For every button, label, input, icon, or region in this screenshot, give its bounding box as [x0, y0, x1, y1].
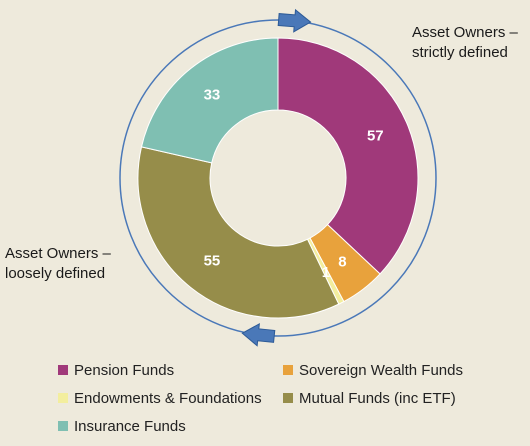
legend-swatch-sovereign-wealth-funds — [283, 365, 293, 375]
data-label-endowments-foundations: 1 — [322, 264, 330, 281]
annotation-loosely-line-2: loosely defined — [5, 265, 106, 282]
legend-label-endowments-foundations: Endowments & Foundations — [74, 389, 262, 407]
slice-insurance-funds — [140, 37, 279, 164]
legend-item-endowments-foundations: Endowments & Foundations — [58, 386, 262, 410]
outer-ring — [119, 19, 437, 337]
data-label-pension-funds: 57 — [367, 127, 384, 144]
annotation-loosely-defined: Asset Owners – loosely defined — [5, 244, 111, 284]
legend-swatch-mutual-funds — [283, 393, 293, 403]
slice-pension-funds — [277, 37, 419, 275]
data-label-sovereign-wealth-funds: 8 — [338, 254, 346, 271]
annotation-loosely-line-1: Asset Owners – — [5, 245, 111, 262]
data-label-insurance-funds: 33 — [204, 87, 221, 104]
legend-item-insurance-funds: Insurance Funds — [58, 414, 186, 438]
legend-label-insurance-funds: Insurance Funds — [74, 417, 186, 435]
legend-item-pension-funds: Pension Funds — [58, 358, 174, 382]
legend-swatch-insurance-funds — [58, 421, 68, 431]
chart-legend: Pension Funds Sovereign Wealth Funds End… — [58, 358, 528, 444]
legend-item-sovereign-wealth-funds: Sovereign Wealth Funds — [283, 358, 463, 382]
legend-label-pension-funds: Pension Funds — [74, 361, 175, 379]
legend-swatch-pension-funds — [58, 365, 68, 375]
ring-arrow-bottom — [241, 322, 276, 347]
legend-label-sovereign-wealth-funds: Sovereign Wealth Funds — [299, 361, 463, 379]
ring-arrow-top — [277, 8, 312, 33]
data-label-mutual-funds-inc-etf: 55 — [204, 252, 221, 269]
legend-label-mutual-funds: Mutual Funds (inc ETF) — [299, 389, 456, 407]
annotation-strictly-line-2: strictly defined — [412, 44, 508, 61]
annotation-strictly-defined: Asset Owners – strictly defined — [412, 23, 518, 63]
legend-item-mutual-funds: Mutual Funds (inc ETF) — [283, 386, 456, 410]
legend-swatch-endowments-foundations — [58, 393, 68, 403]
annotation-strictly-line-1: Asset Owners – — [412, 24, 518, 41]
slice-mutual-funds-inc-etf — [137, 146, 340, 319]
